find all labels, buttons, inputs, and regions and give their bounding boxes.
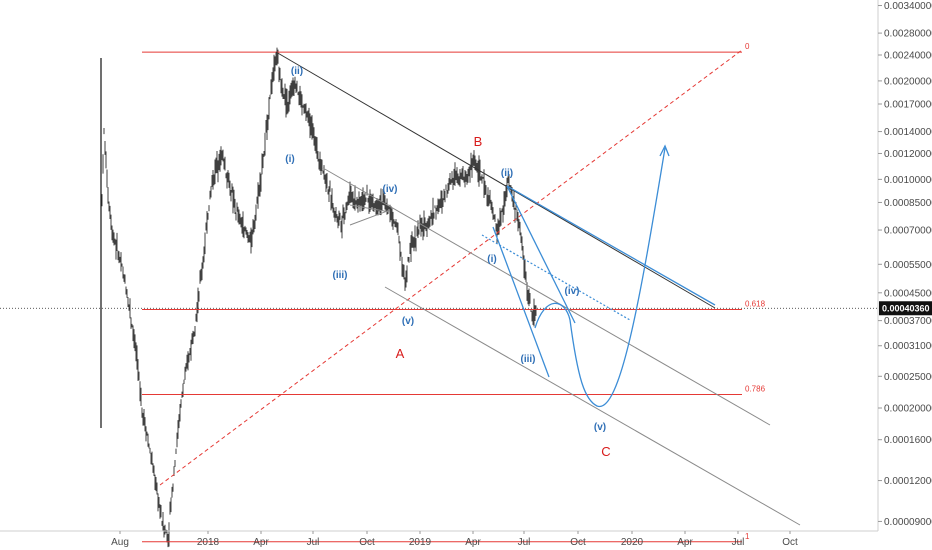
drawings [0, 49, 878, 543]
x-tick-label: Jul [732, 537, 745, 548]
wave-label: (iv) [565, 286, 580, 297]
x-tick-label: Apr [677, 537, 693, 548]
wave-label: (v) [594, 422, 606, 433]
x-tick-label: 2020 [621, 537, 644, 548]
y-tick-label: 0.00140000 [884, 127, 932, 138]
x-tick-label: Oct [359, 537, 375, 548]
fib-level-label: 0 [745, 42, 750, 51]
fib-trend-line [159, 49, 743, 486]
wave-label: (ii) [291, 66, 303, 77]
x-tick-label: Aug [111, 537, 129, 548]
y-tick-label: 0.00340000 [884, 1, 932, 12]
fib-level-label: 0.618 [745, 300, 766, 309]
x-tick-label: Jul [307, 537, 320, 548]
wave-label-a: A [396, 346, 405, 361]
y-tick-label: 0.00200000 [884, 76, 932, 87]
channel-lower-line [384, 286, 801, 526]
y-tick-label: 0.00085000 [884, 198, 932, 209]
wedge-upper-line [506, 185, 576, 324]
y-tick-label: 0.00170000 [884, 99, 932, 110]
x-tick-label: Apr [253, 537, 269, 548]
x-tick-label: 2018 [197, 537, 220, 548]
fib-level-label: 1 [745, 532, 750, 541]
y-tick-label: 0.00025000 [884, 372, 932, 383]
y-tick-label: 0.00240000 [884, 51, 932, 62]
wave-label: (v) [402, 316, 414, 327]
wedge-lower-line [492, 226, 550, 378]
wave-label: (i) [487, 254, 496, 265]
y-tick-label: 0.00016000 [884, 435, 932, 446]
x-tick-label: 2019 [409, 537, 432, 548]
y-tick-label: 0.00070000 [884, 226, 932, 237]
y-tick-label: 0.00045000 [884, 288, 932, 299]
blue-trendline [506, 185, 716, 306]
x-tick-label: Apr [465, 537, 481, 548]
current-price-label: 0.00040360 [882, 303, 930, 313]
descending-trendline [275, 51, 716, 309]
y-tick-label: 0.00120000 [884, 149, 932, 160]
price-candles [100, 47, 537, 548]
wave-label: (iii) [521, 354, 536, 365]
projection-arrow-head [659, 144, 670, 157]
wave-label-b: B [474, 134, 483, 149]
y-tick-label: 0.00055000 [884, 260, 932, 271]
y-tick-label: 0.00280000 [884, 29, 932, 40]
y-tick-label: 0.00100000 [884, 175, 932, 186]
x-tick-label: Oct [782, 537, 798, 548]
y-tick-label: 0.00012000 [884, 476, 932, 487]
x-tick-label: Jul [518, 537, 531, 548]
wave-labels: 0 0.618 0.786 1 (ii) (i) (iv) (iii) (v) (ii) (i) (i… [285, 42, 765, 541]
triangle-line [349, 209, 391, 226]
wave-projection-path [534, 147, 666, 408]
triangle-line [349, 204, 391, 213]
wave-label-c: C [601, 444, 610, 459]
blue-dotted-line [481, 234, 631, 321]
y-tick-label: 0.00020000 [884, 404, 932, 415]
wave-label: (i) [285, 154, 294, 165]
x-tick-label: Oct [570, 537, 586, 548]
wave-label: (ii) [501, 168, 513, 179]
current-price-tag [879, 301, 932, 316]
y-tick-label: 0.00031000 [884, 341, 932, 352]
wave-label: (iii) [333, 270, 348, 281]
y-tick-label: 0.00037000 [884, 316, 932, 327]
fib-level-label: 0.786 [745, 384, 766, 393]
channel-upper-line [322, 167, 771, 426]
y-tick-label: 0.00009000 [884, 517, 932, 528]
wave-label: (iv) [383, 184, 398, 195]
